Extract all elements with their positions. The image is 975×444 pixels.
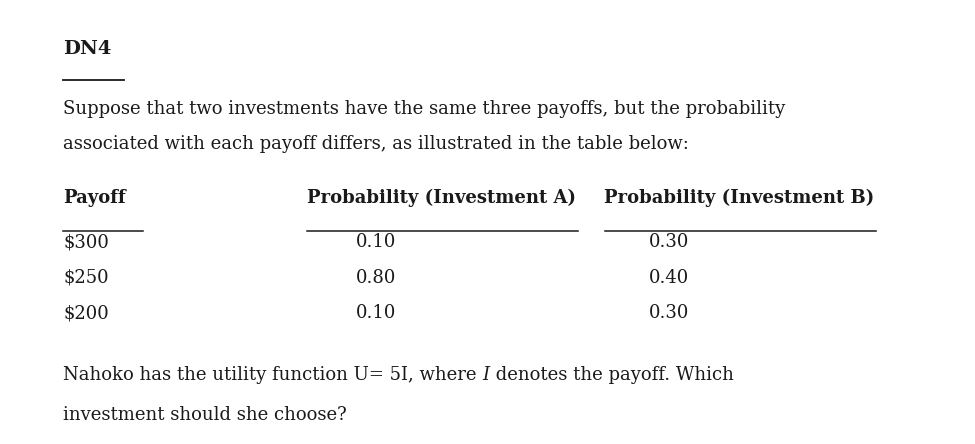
Text: Nahoko has the utility function U= 5I, where: Nahoko has the utility function U= 5I, w… — [63, 366, 483, 385]
Text: investment should she choose?: investment should she choose? — [63, 406, 347, 424]
Text: 0.40: 0.40 — [648, 269, 688, 287]
Text: Probability (Investment B): Probability (Investment B) — [604, 189, 875, 207]
Text: 0.30: 0.30 — [648, 304, 688, 322]
Text: Probability (Investment A): Probability (Investment A) — [307, 189, 576, 207]
Text: 0.10: 0.10 — [356, 233, 396, 251]
Text: $300: $300 — [63, 233, 109, 251]
Text: 0.80: 0.80 — [356, 269, 396, 287]
Text: $250: $250 — [63, 269, 109, 287]
Text: denotes the payoff. Which: denotes the payoff. Which — [489, 366, 733, 385]
Text: associated with each payoff differs, as illustrated in the table below:: associated with each payoff differs, as … — [63, 135, 689, 154]
Text: 0.10: 0.10 — [356, 304, 396, 322]
Text: Suppose that two investments have the same three payoffs, but the probability: Suppose that two investments have the sa… — [63, 100, 786, 118]
Text: Payoff: Payoff — [63, 189, 126, 207]
Text: I: I — [483, 366, 489, 385]
Text: $200: $200 — [63, 304, 109, 322]
Text: DN4: DN4 — [63, 40, 112, 58]
Text: 0.30: 0.30 — [648, 233, 688, 251]
